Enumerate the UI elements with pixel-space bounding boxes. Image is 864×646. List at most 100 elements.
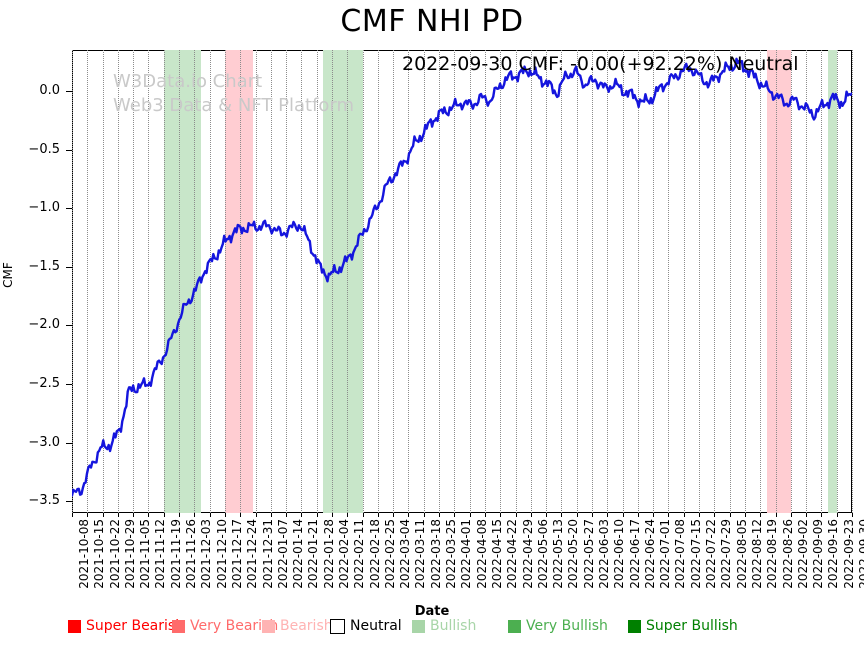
legend-item-bearish[interactable]: Bearish <box>262 618 333 634</box>
x-tick-label: 2022-07-29 <box>719 519 734 589</box>
gridline <box>484 50 486 513</box>
legend-label: Very Bullish <box>526 618 608 634</box>
legend-item-very-bullish[interactable]: Very Bullish <box>508 618 608 634</box>
gridline <box>117 50 119 513</box>
x-tick-mark <box>637 513 639 517</box>
x-tick-label: 2022-04-22 <box>505 519 520 589</box>
x-tick-label: 2021-11-12 <box>153 519 168 589</box>
gridline <box>347 50 349 513</box>
gridline <box>500 50 502 513</box>
y-tick-mark <box>66 384 72 386</box>
x-tick-label: 2021-10-29 <box>122 519 137 589</box>
x-tick-label: 2022-09-16 <box>826 519 841 589</box>
legend-swatch-icon <box>262 619 275 633</box>
x-tick-mark <box>163 513 165 517</box>
x-tick-mark <box>561 513 563 517</box>
x-tick-label: 2022-09-02 <box>795 519 810 589</box>
y-tick-label: −1.0 <box>28 200 60 216</box>
x-tick-label: 2022-07-08 <box>673 519 688 589</box>
x-tick-mark <box>576 513 578 517</box>
gridline <box>87 50 89 513</box>
y-axis-label: CMF <box>1 262 15 288</box>
x-tick-mark <box>286 513 288 517</box>
sentiment-band-bullish <box>827 50 837 513</box>
x-tick-label: 2021-10-22 <box>107 519 122 589</box>
x-tick-mark <box>806 513 808 517</box>
x-tick-mark <box>653 513 655 517</box>
gridline <box>377 50 379 513</box>
y-tick-label: −3.0 <box>28 434 60 450</box>
gridline <box>760 50 762 513</box>
x-tick-mark <box>622 513 624 517</box>
legend-item-bullish[interactable]: Bullish <box>412 618 476 634</box>
x-tick-label: 2022-04-08 <box>474 519 489 589</box>
gridline <box>332 50 333 513</box>
y-tick-label: −2.0 <box>28 317 60 333</box>
gridline <box>194 50 196 513</box>
x-tick-mark <box>729 513 731 517</box>
x-tick-label: 2022-02-11 <box>352 519 367 589</box>
x-tick-mark <box>408 513 410 517</box>
x-tick-label: 2022-03-04 <box>398 519 413 589</box>
x-tick-label: 2021-12-17 <box>229 519 244 589</box>
y-tick-label: −1.5 <box>28 258 60 274</box>
x-tick-mark <box>775 513 777 517</box>
gridline <box>270 50 272 513</box>
x-tick-label: 2022-02-18 <box>367 519 382 589</box>
legend-swatch-icon <box>172 619 185 633</box>
x-tick-mark <box>484 513 486 517</box>
x-tick-label: 2021-12-24 <box>245 519 260 589</box>
legend-label: Super Bearish <box>86 618 185 634</box>
gridline <box>622 50 624 513</box>
x-tick-mark <box>148 513 150 517</box>
gridline <box>163 50 165 513</box>
gridline <box>469 50 471 513</box>
gridline <box>102 50 104 513</box>
x-tick-mark <box>393 513 395 517</box>
cmf-line-series <box>72 57 852 497</box>
x-tick-mark <box>683 513 685 517</box>
legend-swatch-icon <box>68 619 81 633</box>
x-tick-mark <box>179 513 181 517</box>
legend-item-super-bullish[interactable]: Super Bullish <box>628 618 738 634</box>
x-tick-mark <box>607 513 609 517</box>
legend-swatch-icon <box>628 619 641 633</box>
gridline <box>362 50 364 513</box>
gridline <box>224 50 226 513</box>
gridline <box>515 50 517 513</box>
x-tick-mark <box>117 513 119 517</box>
gridline <box>530 50 532 513</box>
x-tick-label: 2021-12-10 <box>214 519 229 589</box>
x-tick-mark <box>592 513 593 517</box>
gridline <box>668 50 670 513</box>
x-tick-label: 2022-08-26 <box>780 519 795 589</box>
x-tick-mark <box>316 513 318 517</box>
gridline <box>255 50 257 513</box>
x-tick-mark <box>836 513 838 517</box>
x-tick-label: 2022-03-18 <box>428 519 443 589</box>
gridline <box>592 50 593 513</box>
y-tick-mark <box>66 501 72 503</box>
cmf-line-path <box>72 57 852 497</box>
y-tick-mark <box>66 208 72 210</box>
gridline <box>423 50 425 513</box>
x-tick-label: 2021-11-05 <box>138 519 153 589</box>
x-tick-mark <box>500 513 502 517</box>
x-tick-label: 2022-04-29 <box>520 519 535 589</box>
gridline <box>301 50 303 513</box>
sentiment-band-bullish <box>323 50 363 513</box>
latest-value-annotation: 2022-09-30 CMF: -0.00(+92.22%) Neutral <box>402 53 799 75</box>
legend-item-neutral[interactable]: Neutral <box>330 618 402 634</box>
x-tick-mark <box>454 513 456 517</box>
x-tick-label: 2022-06-17 <box>627 519 642 589</box>
x-tick-mark <box>102 513 104 517</box>
x-tick-label: 2022-07-22 <box>704 519 719 589</box>
y-tick-label: 0.0 <box>39 83 60 99</box>
legend-item-super-bearish[interactable]: Super Bearish <box>68 618 184 634</box>
x-axis-label: Date <box>414 604 450 619</box>
gridline <box>775 50 777 513</box>
legend-item-very-bearish[interactable]: Very Bearish <box>172 618 278 634</box>
x-tick-label: 2021-10-15 <box>92 519 107 589</box>
x-tick-mark <box>255 513 257 517</box>
